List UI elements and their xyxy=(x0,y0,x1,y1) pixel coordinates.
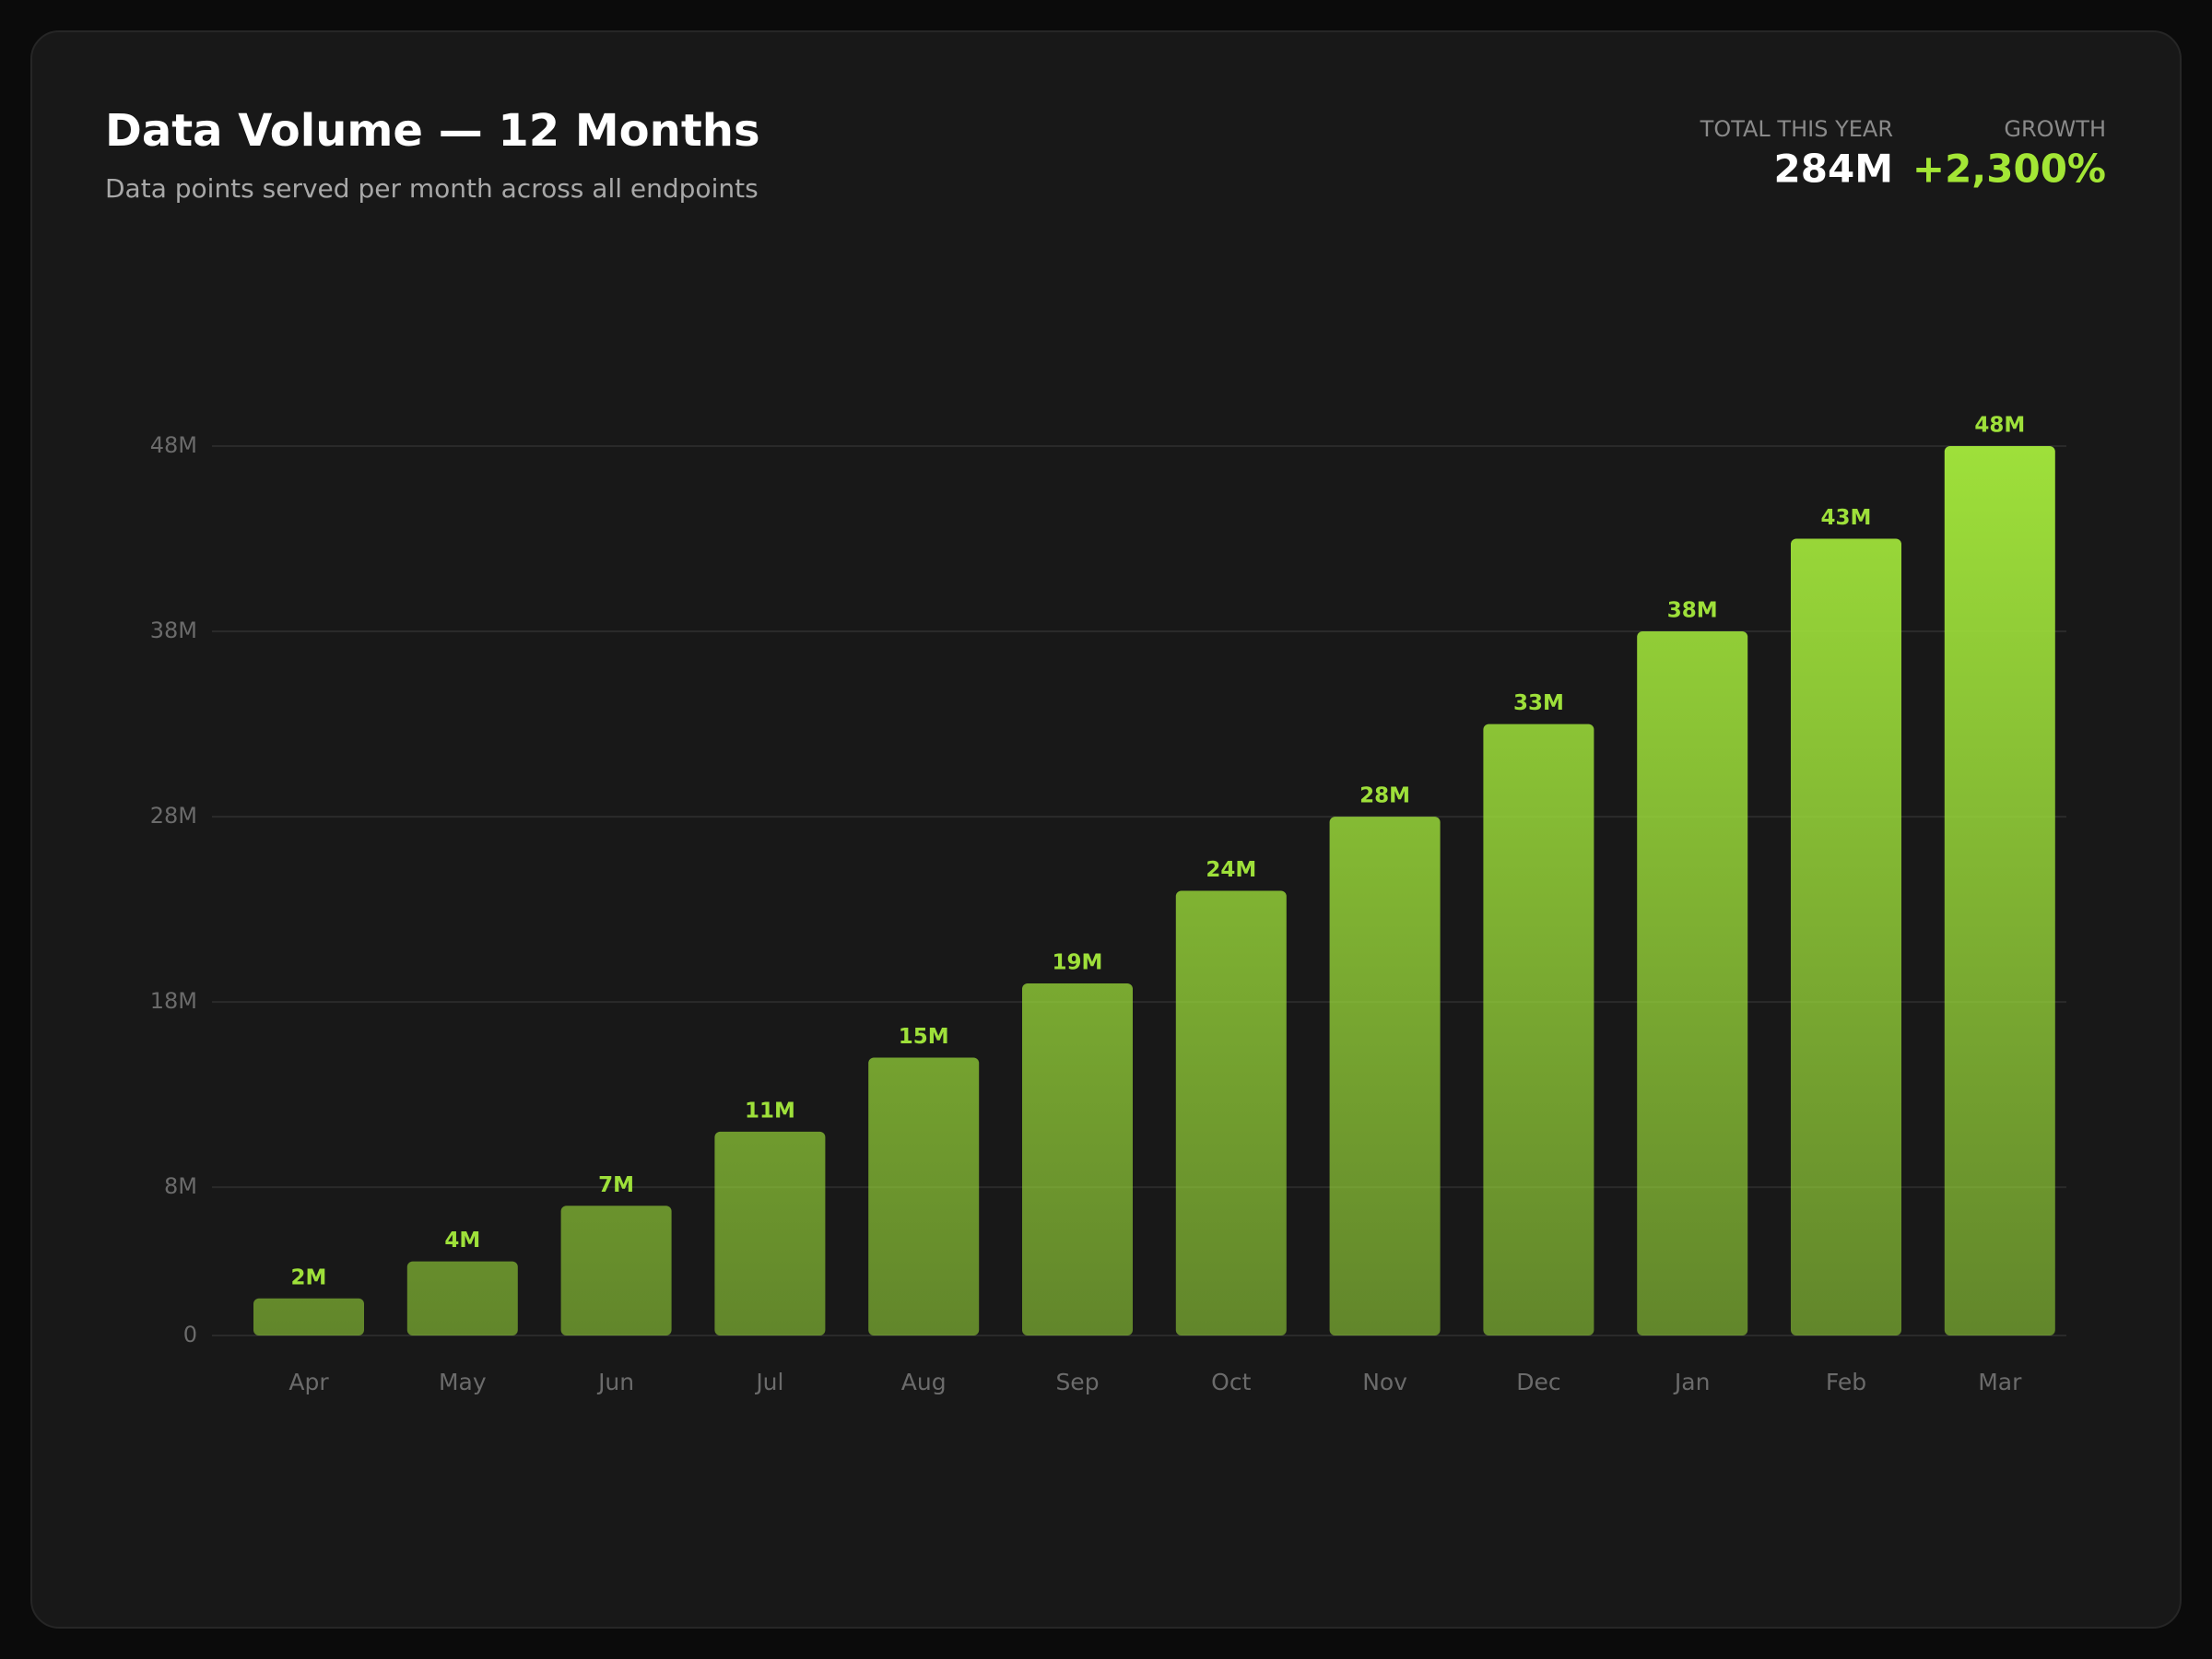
subtitle: Data points served per month across all … xyxy=(105,173,759,204)
stat-label: TOTAL THIS YEAR xyxy=(1700,116,1893,142)
x-tick-label: Jul xyxy=(754,1369,783,1395)
x-tick-label: Jan xyxy=(1673,1369,1711,1395)
x-tick-label: Oct xyxy=(1211,1369,1251,1395)
bar xyxy=(714,1131,826,1335)
value-label: 43M xyxy=(1821,506,1872,530)
stat-value: +2,300% xyxy=(1912,147,2106,192)
x-tick-label: Mar xyxy=(1978,1369,2022,1395)
value-label: 28M xyxy=(1359,784,1410,808)
value-label: 15M xyxy=(899,1025,949,1049)
bar xyxy=(560,1206,672,1335)
x-tick-label: May xyxy=(439,1369,487,1395)
x-tick-label: Nov xyxy=(1362,1369,1407,1395)
bar xyxy=(1022,983,1133,1335)
value-label: 48M xyxy=(1974,414,2025,438)
y-tick-label: 8M xyxy=(164,1173,197,1199)
stat-label: GROWTH xyxy=(2004,116,2106,142)
y-tick-label: 18M xyxy=(150,988,197,1014)
bar xyxy=(1637,631,1748,1335)
bar xyxy=(1483,724,1594,1335)
value-label: 19M xyxy=(1053,951,1103,975)
y-tick-label: 28M xyxy=(150,803,197,829)
x-tick-label: Aug xyxy=(901,1369,947,1395)
y-tick-label: 48M xyxy=(150,432,197,458)
value-label: 38M xyxy=(1667,599,1718,623)
x-tick-label: Sep xyxy=(1055,1369,1099,1395)
value-label: 4M xyxy=(444,1229,480,1253)
bar xyxy=(1175,890,1287,1335)
title: Data Volume — 12 Months xyxy=(105,105,760,157)
x-tick-label: Jun xyxy=(596,1369,634,1395)
value-label: 24M xyxy=(1206,858,1256,882)
value-label: 7M xyxy=(598,1173,634,1197)
value-label: 11M xyxy=(745,1099,795,1123)
bar xyxy=(1791,538,1901,1335)
value-label: 2M xyxy=(291,1265,327,1289)
y-tick-label: 38M xyxy=(150,618,197,643)
bar xyxy=(406,1261,518,1335)
bar xyxy=(1944,446,2055,1335)
x-tick-label: Apr xyxy=(288,1369,329,1395)
y-tick-label: 0 xyxy=(183,1322,197,1347)
stat-value: 284M xyxy=(1774,147,1893,192)
value-label: 33M xyxy=(1513,691,1564,715)
x-tick-label: Dec xyxy=(1516,1369,1560,1395)
x-tick-label: Feb xyxy=(1826,1369,1866,1395)
bar xyxy=(868,1057,980,1335)
bar xyxy=(253,1298,364,1335)
bar xyxy=(1329,817,1441,1335)
